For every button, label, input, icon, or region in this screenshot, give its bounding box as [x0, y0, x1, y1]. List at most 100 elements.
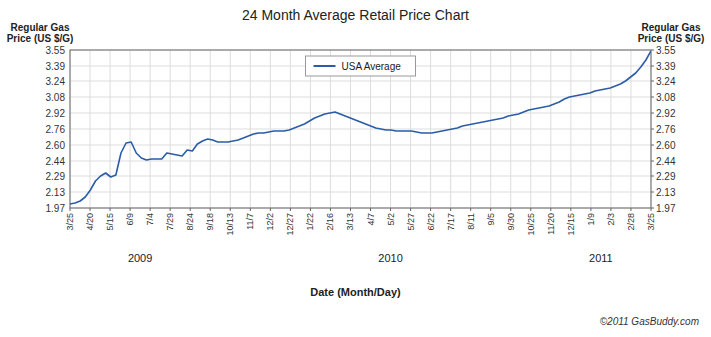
year-label: 2009 [128, 252, 152, 264]
x-grid-line [130, 50, 131, 208]
x-grid-line [270, 50, 271, 208]
x-tick [190, 208, 191, 211]
y2-tick [651, 129, 654, 130]
x-tick [450, 208, 451, 211]
y2-tick [651, 176, 654, 177]
x-tick-label: 10/25 [526, 213, 536, 236]
legend-swatch [314, 65, 336, 67]
y2-tick-label: 3.39 [656, 61, 676, 72]
chart: 1.972.132.292.442.602.762.923.083.243.39… [0, 0, 711, 337]
y-grid-line [70, 97, 651, 98]
y2-tick [651, 66, 654, 67]
y-axis-label: Regular GasPrice (US $/G) [7, 22, 74, 44]
plot-frame [70, 50, 651, 208]
x-tick-label: 5/2 [386, 213, 396, 226]
year-label: 2010 [378, 252, 402, 264]
x-tick-label: 2/3 [606, 213, 616, 226]
x-tick [630, 208, 631, 211]
x-tick-label: 11/7 [245, 213, 255, 230]
y2-tick-label: 1.97 [656, 203, 676, 214]
y2-tick [651, 97, 654, 98]
legend: USA Average [306, 56, 416, 76]
x-tick-label: 7/29 [165, 213, 175, 231]
x-tick [651, 208, 652, 211]
y2-tick-label: 3.08 [656, 92, 676, 103]
x-tick [310, 208, 311, 211]
x-tick [530, 208, 531, 211]
x-tick-label: 5/15 [105, 213, 115, 231]
y2-tick-label: 2.44 [656, 156, 676, 167]
x-axis-label: Date (Month/Day) [310, 286, 401, 298]
x-tick [470, 208, 471, 211]
y2-tick [651, 192, 654, 193]
x-tick [90, 208, 91, 211]
x-tick [350, 208, 351, 211]
x-grid-line [210, 50, 211, 208]
y-tick-label: 2.92 [46, 108, 66, 119]
x-tick [510, 208, 511, 211]
x-tick [230, 208, 231, 211]
y-tick-label: 2.13 [46, 187, 66, 198]
x-tick [250, 208, 251, 211]
price-line [70, 51, 651, 204]
x-tick [590, 208, 591, 211]
copyright: ©2011 GasBuddy.com [600, 316, 699, 327]
y-grid-line [70, 113, 651, 114]
y2-tick [651, 161, 654, 162]
background [0, 0, 711, 337]
y-tick-label: 3.55 [46, 45, 66, 56]
x-tick-label: 12/2 [265, 213, 275, 231]
y2-tick-label: 2.29 [656, 171, 676, 182]
y-grid-line [70, 81, 651, 82]
x-grid-line [550, 50, 551, 208]
x-tick-label: 9/18 [205, 213, 215, 231]
x-grid-line [230, 50, 231, 208]
y-tick-label: 2.29 [46, 171, 66, 182]
y2-tick [651, 81, 654, 82]
x-grid-line [590, 50, 591, 208]
x-tick [210, 208, 211, 211]
x-tick [410, 208, 411, 211]
x-tick [430, 208, 431, 211]
x-tick-label: 1/22 [305, 213, 315, 231]
x-tick [170, 208, 171, 211]
x-grid-line [470, 50, 471, 208]
x-tick [330, 208, 331, 211]
y-grid-line [70, 145, 651, 146]
x-grid-line [610, 50, 611, 208]
x-tick-label: 9/30 [506, 213, 516, 231]
x-tick-label: 4/7 [366, 213, 376, 226]
y-tick-label: 2.76 [46, 124, 66, 135]
x-tick-label: 2/28 [626, 213, 636, 231]
x-tick-label: 6/9 [125, 213, 135, 226]
x-tick-label: 8/11 [466, 213, 476, 230]
y2-axis-label-line: Regular Gas [642, 22, 701, 33]
x-tick-label: 9/5 [486, 213, 496, 226]
y-tick-label: 1.97 [46, 203, 66, 214]
x-tick-label: 11/20 [546, 213, 556, 235]
y2-tick-label: 2.60 [656, 140, 676, 151]
x-tick-label: 12/15 [566, 213, 576, 236]
x-grid-line [90, 50, 91, 208]
y2-tick [651, 145, 654, 146]
y-axis-label-line: Regular Gas [11, 22, 70, 33]
x-tick [110, 208, 111, 211]
x-grid-line [150, 50, 151, 208]
x-tick [270, 208, 271, 211]
x-grid-line [190, 50, 191, 208]
y-grid-line [70, 161, 651, 162]
y-axis-label-line: Price (US $/G) [7, 33, 74, 44]
x-tick-label: 1/9 [586, 213, 596, 226]
x-tick-label: 4/20 [85, 213, 95, 231]
x-tick [490, 208, 491, 211]
x-tick-label: 3/25 [65, 213, 75, 231]
x-tick-label: 5/27 [406, 213, 416, 231]
x-tick-label: 10/13 [225, 213, 235, 236]
y2-tick-label: 2.92 [656, 108, 676, 119]
x-tick-label: 12/27 [285, 213, 295, 236]
x-grid-line [430, 50, 431, 208]
x-tick [370, 208, 371, 211]
y-grid-line [70, 176, 651, 177]
x-grid-line [630, 50, 631, 208]
x-grid-line [110, 50, 111, 208]
